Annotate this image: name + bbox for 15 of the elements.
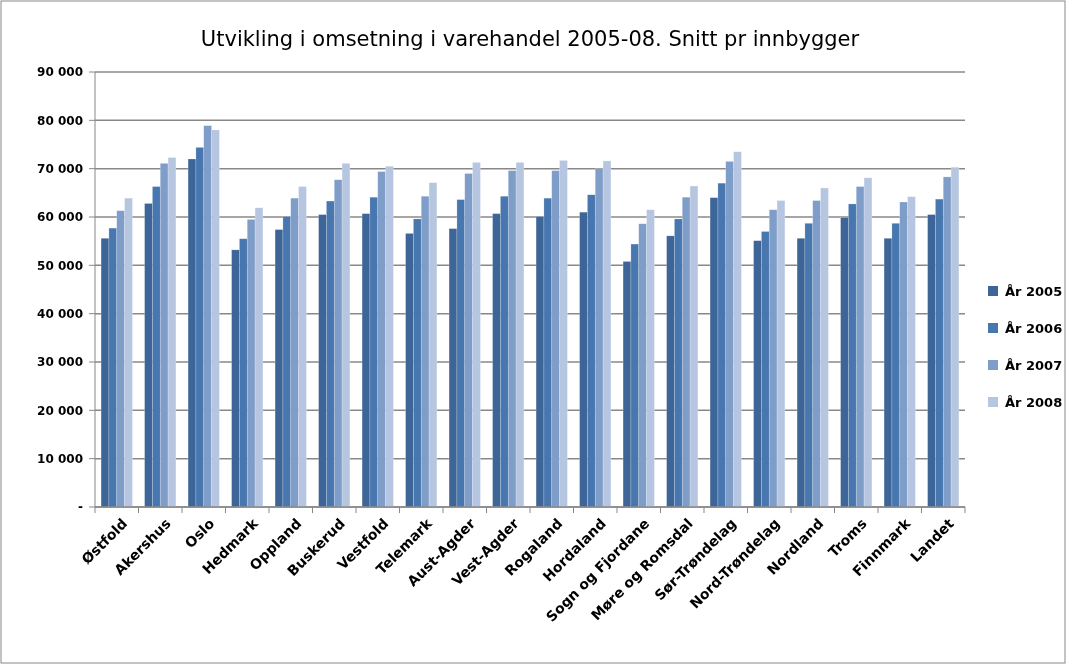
y-tick-label: 50 000 (37, 258, 83, 273)
chart-title: Utvikling i omsetning i varehandel 2005-08. Snitt pr innbygger (200, 27, 860, 51)
legend-label: År 2006 (1005, 320, 1063, 336)
legend-label: År 2005 (1005, 283, 1063, 299)
y-tick-label: - (78, 500, 84, 515)
y-tick-label: 40 000 (37, 306, 83, 321)
y-tick-label: 10 000 (37, 451, 83, 466)
y-tick-label: 70 000 (37, 161, 83, 176)
y-tick-label: 30 000 (37, 355, 83, 370)
legend-label: År 2007 (1005, 357, 1063, 373)
y-tick-label: 60 000 (37, 210, 83, 225)
y-tick-label: 20 000 (37, 403, 83, 418)
y-tick-label: 80 000 (37, 113, 83, 128)
legend-label: År 2008 (1005, 394, 1063, 410)
y-tick-label: 90 000 (37, 65, 83, 80)
